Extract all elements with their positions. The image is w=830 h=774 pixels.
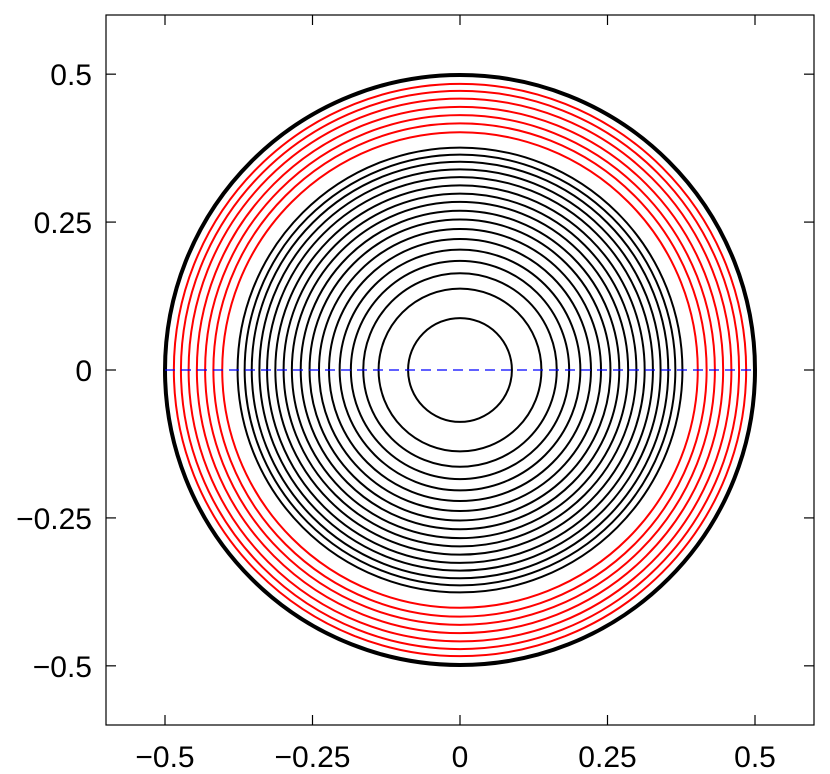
contour-black-16 — [243, 153, 677, 587]
contour-red-6 — [179, 89, 741, 651]
axes: −0.5 −0.25 0 0.25 0.5 0.5 0.25 0 −0.25 −0.5 — [16, 14, 815, 774]
contour-black-14 — [258, 168, 662, 572]
x-tick-label: 0 — [452, 741, 469, 774]
y-tick-label: 0.5 — [50, 59, 92, 92]
contour-black-5 — [338, 248, 582, 492]
plot-area — [163, 73, 757, 667]
y-tick-label: −0.5 — [33, 651, 92, 684]
x-tick-label: −0.25 — [275, 741, 351, 774]
y-tick-label: 0 — [75, 355, 92, 388]
y-tick-label: −0.25 — [16, 503, 92, 536]
x-tick-label: −0.5 — [135, 741, 194, 774]
x-tick-label: 0.5 — [734, 741, 776, 774]
contour-black-10 — [290, 200, 630, 540]
contour-black-12 — [274, 184, 646, 556]
contour-red-4 — [195, 105, 725, 635]
x-tick-label: 0.25 — [578, 741, 636, 774]
y-tick-label: 0.25 — [34, 207, 92, 240]
